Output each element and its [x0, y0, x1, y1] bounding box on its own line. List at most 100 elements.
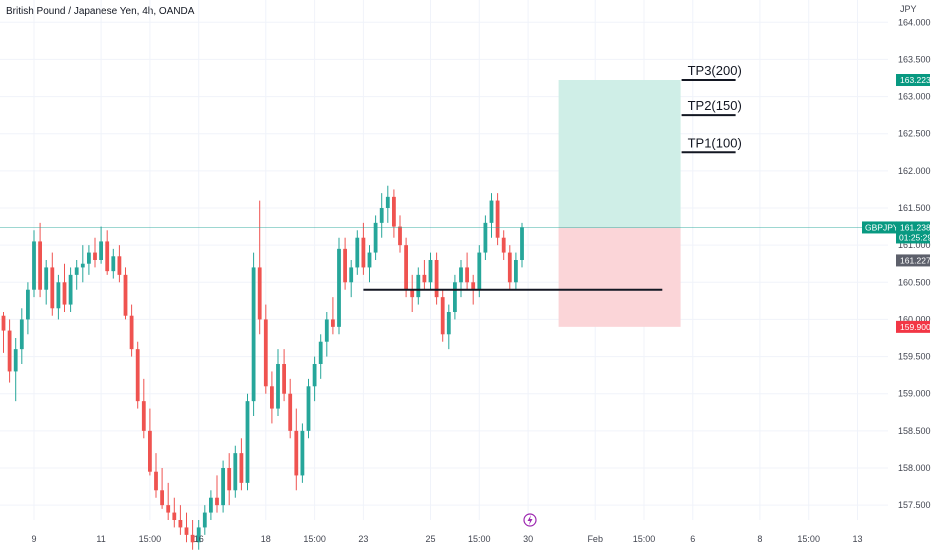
candle-body	[440, 297, 445, 335]
x-tick-label: 18	[261, 534, 271, 544]
candle-body	[276, 364, 280, 409]
candle-body	[483, 222, 488, 253]
candle-body	[257, 267, 262, 320]
candle	[111, 248, 116, 279]
candle	[373, 215, 378, 260]
candle-body	[453, 282, 457, 312]
candle-body	[355, 237, 360, 268]
candle-body	[398, 226, 402, 246]
candle	[404, 237, 408, 298]
candle-body	[312, 364, 317, 387]
candle	[32, 230, 36, 298]
y-tick-label: 161.500	[898, 203, 931, 213]
candle-body	[141, 401, 146, 431]
candle	[514, 252, 518, 290]
candle-body	[361, 237, 366, 268]
candle	[227, 453, 232, 506]
y-tick-label: 162.500	[898, 129, 931, 139]
candle-body	[56, 282, 61, 309]
candle	[428, 252, 433, 290]
y-tick-label: 157.500	[898, 500, 931, 510]
y-tick-label: 163.500	[898, 54, 931, 64]
candle	[154, 453, 158, 498]
candle	[80, 245, 85, 283]
candle	[398, 215, 402, 253]
candle-body	[465, 267, 469, 283]
candle	[44, 260, 49, 305]
candle	[459, 260, 463, 298]
y-tick-label: 160.500	[898, 277, 931, 287]
x-axis[interactable]: 9 11 15:00 16 18 15:00 23 25 15:00 30 Feb 15:00 6 8 15…	[31, 534, 862, 544]
candle	[209, 490, 213, 520]
candle	[251, 252, 256, 416]
candle-body	[270, 386, 274, 409]
candle	[495, 193, 500, 246]
candle-body	[251, 267, 256, 402]
x-tick-label: 15:00	[303, 534, 326, 544]
candle	[68, 267, 73, 312]
candle	[13, 338, 18, 402]
candle	[282, 349, 286, 402]
candle-body	[318, 341, 323, 364]
candle-body	[385, 196, 390, 208]
candle	[489, 193, 494, 238]
candle	[105, 230, 110, 275]
symbol-badge	[862, 221, 897, 234]
candle-body	[80, 263, 85, 268]
y-tick-label: 159.500	[898, 352, 931, 362]
current-price-text: 161.238	[900, 222, 931, 232]
candle	[422, 260, 427, 290]
prev-close-badge	[896, 254, 930, 267]
y-tick-label: 158.000	[898, 463, 931, 473]
candle-body	[520, 227, 524, 260]
y-tick-label: 161.000	[898, 240, 931, 250]
y-axis[interactable]: 164.000 163.500 163.000 162.500 162.000 161.5…	[898, 4, 931, 510]
candle-body	[446, 312, 451, 335]
candle	[233, 445, 238, 498]
candle	[270, 371, 274, 424]
candle-body	[410, 289, 415, 298]
target-label-tp2: TP2(150)	[688, 98, 742, 113]
candle-body	[306, 386, 311, 431]
candle-body	[428, 260, 433, 283]
candle	[367, 245, 372, 283]
candle	[245, 393, 250, 491]
candle	[74, 260, 79, 290]
candle-body	[349, 267, 354, 283]
candle	[501, 230, 506, 260]
candle-body	[196, 527, 201, 543]
candle	[337, 237, 341, 335]
candle	[56, 274, 61, 320]
candle-body	[514, 260, 518, 283]
candle	[324, 312, 329, 357]
candle-body	[105, 241, 110, 272]
candle-body	[263, 319, 268, 387]
candle	[453, 274, 457, 320]
candle	[26, 282, 30, 335]
candle-body	[367, 252, 372, 268]
lightning-icon-bolt	[527, 515, 533, 525]
candle-body	[87, 252, 91, 264]
candle-body	[221, 468, 225, 506]
candle-body	[233, 453, 238, 491]
currency-label: JPY	[900, 4, 917, 14]
candle-body	[172, 512, 177, 520]
candle-body	[7, 330, 12, 372]
candle	[148, 408, 152, 476]
candle-body	[166, 505, 171, 513]
x-tick-label: 13	[852, 534, 862, 544]
target-label-tp1: TP1(100)	[688, 135, 742, 150]
candle	[446, 304, 451, 350]
candle	[263, 304, 268, 394]
candle-body	[239, 453, 244, 483]
candle-body	[227, 468, 232, 491]
candle-body	[117, 256, 122, 275]
candle	[520, 222, 524, 268]
candle	[440, 289, 445, 342]
x-tick-label: 15:00	[633, 534, 656, 544]
candle	[62, 263, 67, 312]
candle	[361, 222, 366, 275]
x-tick-label: 30	[523, 534, 533, 544]
candle	[87, 245, 91, 275]
